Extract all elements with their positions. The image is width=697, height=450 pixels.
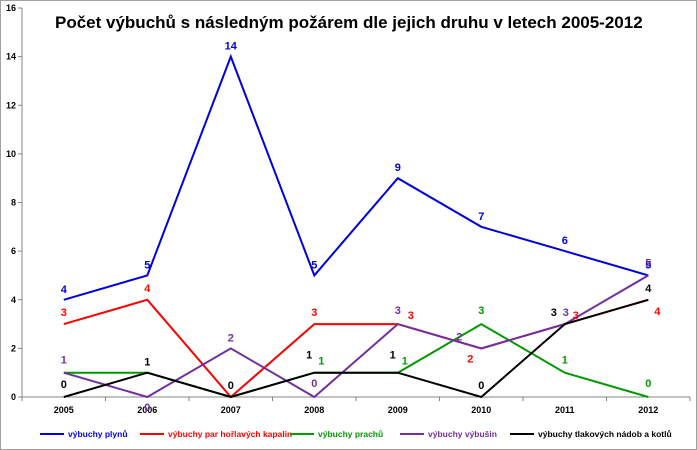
data-label: 6 (562, 235, 568, 247)
data-label: 2 (467, 353, 473, 365)
data-label: 4 (645, 283, 652, 295)
data-label: 1 (306, 350, 312, 362)
data-label: 1 (144, 357, 150, 369)
data-label: 1 (61, 355, 67, 367)
series-line-3 (63, 274, 649, 399)
legend-label: výbuchy tlakových nádob a kotlů (538, 429, 672, 439)
y-tick-label: 6 (11, 246, 16, 256)
chart-title: Počet výbuchů s následným požárem dle je… (55, 13, 643, 32)
y-tick-label: 2 (11, 343, 16, 353)
legend: výbuchy plynů výbuchy par hořlavých kapal… (40, 429, 672, 439)
data-label: 3 (395, 305, 401, 317)
data-label: 5 (311, 259, 317, 271)
data-label: 0 (61, 379, 67, 391)
series-line-0 (63, 53, 649, 301)
data-label: 3 (551, 307, 557, 319)
y-tick-label: 10 (6, 149, 16, 159)
x-tick-label: 2005 (54, 405, 74, 415)
legend-label: výbuchy plynů (68, 429, 128, 439)
x-tick-label: 2011 (555, 405, 575, 415)
y-tick-label: 12 (6, 100, 16, 110)
data-label: 5 (144, 259, 150, 271)
data-label: 0 (144, 402, 150, 414)
data-label: 3 (563, 307, 569, 319)
data-label: 3 (311, 307, 317, 319)
y-tick-label: 0 (11, 392, 16, 402)
data-label: 0 (478, 380, 484, 392)
y-tick-label: 4 (11, 295, 16, 305)
series-lines (63, 53, 649, 399)
data-label: 1 (402, 356, 408, 368)
data-label: 1 (318, 356, 324, 368)
x-tick-label: 2007 (221, 405, 241, 415)
x-tick-label: 2008 (304, 405, 324, 415)
data-label: 4 (61, 284, 68, 296)
data-label: 14 (225, 41, 238, 53)
legend-label: výbuchy par hořlavých kapalin (168, 429, 292, 439)
data-label: 1 (390, 350, 396, 362)
data-label: 0 (228, 380, 234, 392)
data-label: 1 (562, 355, 568, 367)
data-label: 5 (645, 257, 651, 269)
data-label: 7 (478, 211, 484, 223)
y-tick-label: 16 (6, 3, 16, 13)
data-label: 3 (478, 305, 484, 317)
data-label: 9 (395, 162, 401, 174)
data-label: 4 (654, 306, 661, 318)
x-tick-label: 2009 (388, 405, 408, 415)
legend-label: výbuchy prachů (318, 429, 383, 439)
y-tick-label: 14 (6, 52, 16, 62)
data-label: 0 (645, 378, 651, 390)
data-label: 3 (408, 310, 414, 322)
series-line-4 (63, 298, 649, 399)
data-label: 5 (645, 259, 651, 271)
y-tick-label: 8 (11, 198, 16, 208)
data-label: 4 (144, 283, 151, 295)
legend-label: výbuchy výbušin (428, 429, 497, 439)
data-label: 3 (61, 307, 67, 319)
x-tick-label: 2010 (471, 405, 491, 415)
x-tick-label: 2006 (137, 405, 157, 415)
data-label: 3 (573, 310, 579, 322)
data-label: 2 (228, 332, 234, 344)
data-label: 0 (311, 378, 317, 390)
x-tick-label: 2012 (638, 405, 658, 415)
data-label: 2 (456, 331, 462, 343)
